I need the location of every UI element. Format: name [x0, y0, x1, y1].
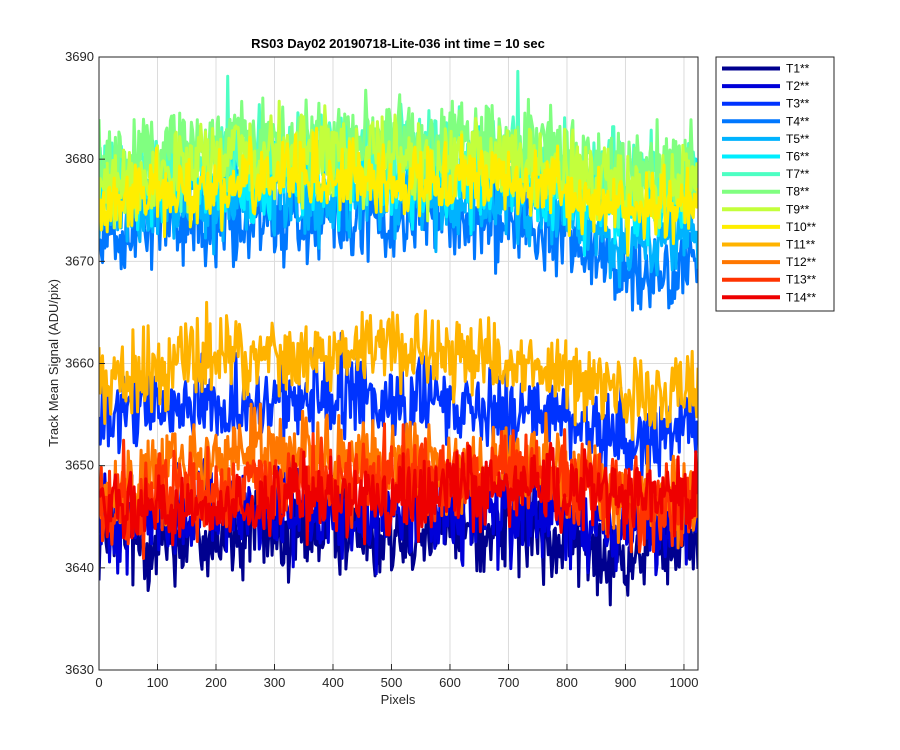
y-tick-label: 3680 [65, 151, 94, 166]
x-tick-label: 0 [95, 675, 102, 690]
legend-entry-label: T13** [786, 273, 816, 287]
legend-entry-label: T2** [786, 79, 810, 93]
legend-entry-label: T9** [786, 202, 810, 216]
x-tick-label: 900 [615, 675, 637, 690]
x-tick-label: 1000 [670, 675, 699, 690]
legend-entry-label: T10** [786, 220, 816, 234]
x-tick-label: 600 [439, 675, 461, 690]
legend-entry-label: T3** [786, 97, 810, 111]
y-tick-label: 3640 [65, 560, 94, 575]
legend-entry-label: T4** [786, 114, 810, 128]
legend: T1** T2** T3** T4** T5** T6** T7** T8** T9** T10*… [715, 56, 835, 312]
legend-entry-label: T8** [786, 185, 810, 199]
x-tick-label: 300 [264, 675, 286, 690]
chart-title: RS03 Day02 20190718-Lite-036 int time = … [251, 36, 545, 51]
y-tick-label: 3660 [65, 356, 94, 371]
y-tick-label: 3670 [65, 253, 94, 268]
legend-entry-label: T11** [786, 238, 815, 252]
x-tick-label: 100 [147, 675, 169, 690]
y-axis-label: Track Mean Signal (ADU/pix) [46, 279, 61, 447]
y-tick-label: 3650 [65, 458, 94, 473]
series-line-t3 [99, 331, 698, 485]
legend-entry-label: T1** [786, 62, 810, 76]
x-tick-label: 700 [498, 675, 520, 690]
legend-entry-label: T7** [786, 167, 810, 181]
x-tick-label: 400 [322, 675, 344, 690]
y-tick-label: 3630 [65, 662, 94, 677]
legend-entry-label: T5** [786, 132, 810, 146]
legend-box [715, 56, 835, 312]
series-lines [99, 69, 698, 607]
series-line-t14 [99, 441, 698, 547]
legend-entry-label: T6** [786, 150, 810, 164]
y-axis-ticks: 3630 3640 3650 3660 3670 3680 3690 [65, 49, 105, 677]
legend-entry-label: T12** [786, 255, 816, 269]
x-tick-label: 800 [556, 675, 578, 690]
x-axis-label: Pixels [381, 692, 416, 707]
series-line-t11 [99, 300, 698, 442]
x-tick-label: 500 [381, 675, 403, 690]
x-tick-label: 200 [205, 675, 227, 690]
y-tick-label: 3690 [65, 49, 94, 64]
series-line-t4 [99, 157, 698, 312]
x-axis-ticks: 0 100 200 300 400 500 600 700 800 900 1000 [95, 664, 698, 690]
legend-entry-label: T14** [786, 290, 816, 304]
series-line-t10 [99, 126, 698, 257]
